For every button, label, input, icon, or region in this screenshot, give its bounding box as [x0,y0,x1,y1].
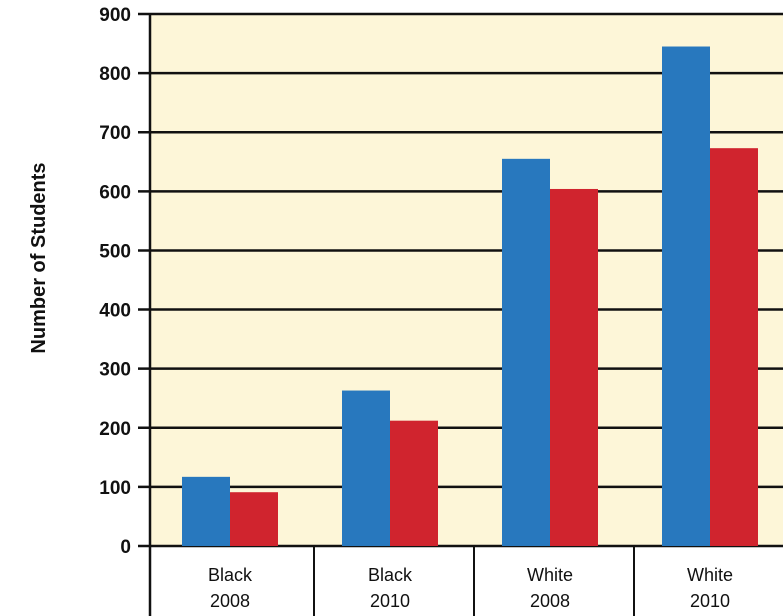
category-label-line2: 2010 [370,591,410,611]
category-label-line1: Black [208,565,253,585]
category-label-line2: 2008 [530,591,570,611]
y-tick-label: 300 [99,360,131,381]
y-axis-label: Number of Students [28,162,50,353]
y-axis-ticks: 0 100 200 300 400 500 600 700 800 900 [99,5,131,558]
category-label-line1: White [687,565,733,585]
bar [342,390,390,546]
bar [182,476,230,546]
bar [710,148,758,546]
category-label-line2: 2008 [210,591,250,611]
bar [390,420,438,546]
bar [230,492,278,546]
bar [550,188,598,547]
y-tick-label: 0 [120,537,131,558]
y-tick-label: 700 [99,123,131,144]
y-tick-label: 900 [99,5,131,26]
y-tick-label: 800 [99,64,131,85]
y-tick-label: 200 [99,419,131,440]
bar [662,46,710,547]
category-label-line1: White [527,565,573,585]
y-tick-label: 100 [99,478,131,499]
gridlines [138,12,783,616]
x-axis-categories: Black 2008 Black 2010 White 2008 White 2010 [208,546,733,616]
y-tick-label: 600 [99,182,131,203]
bar [502,158,550,547]
y-tick-label: 400 [99,301,131,322]
bars [182,46,758,547]
y-tick-label: 500 [99,241,131,262]
category-label-line1: Black [368,565,413,585]
category-label-line2: 2010 [690,591,730,611]
